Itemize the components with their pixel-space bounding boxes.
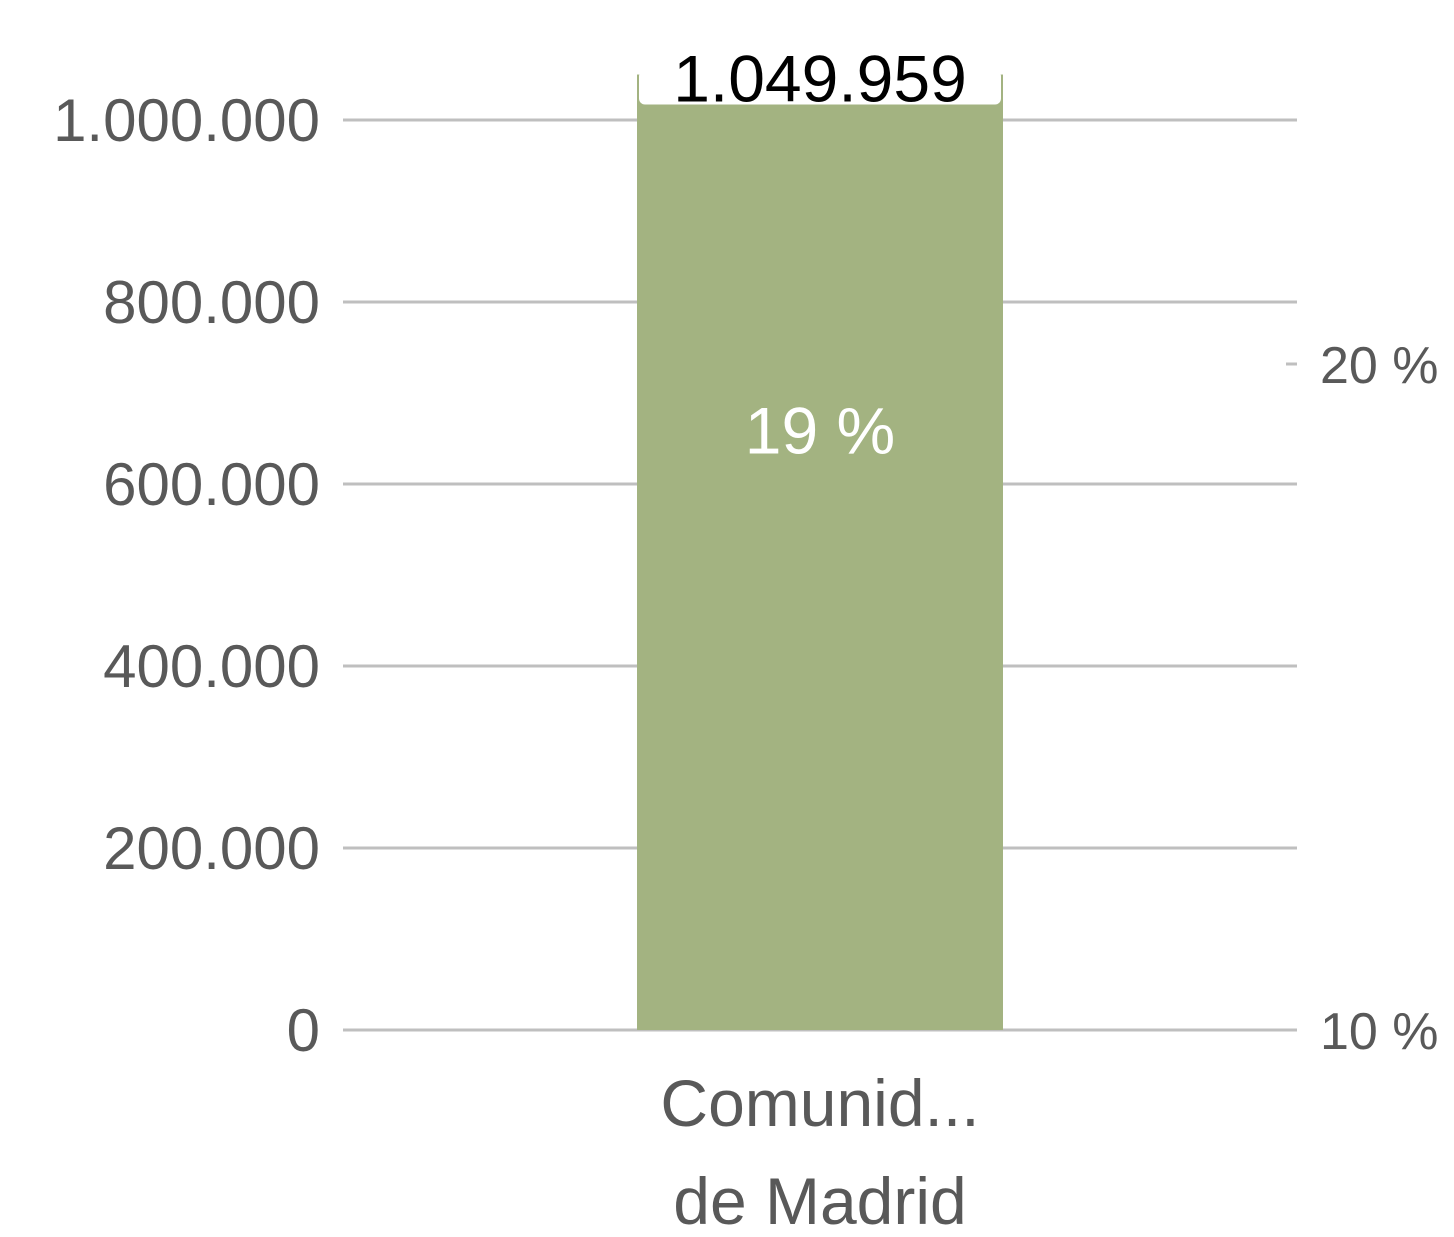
right-axis-ticks: 10 % 20 % xyxy=(1286,337,1439,1061)
y2-tick-label: 10 % xyxy=(1320,1003,1439,1061)
y-tick-label: 1.000.000 xyxy=(53,87,320,154)
category-labels: Comunid... de Madrid xyxy=(660,1066,979,1237)
data-labels: 1.049.959 19 % xyxy=(639,42,1001,468)
bar-total-label: 1.049.959 xyxy=(673,42,967,116)
y-tick-label: 800.000 xyxy=(103,269,320,336)
bars xyxy=(637,74,1003,1031)
y-tick-label: 600.000 xyxy=(103,451,320,518)
category-label-line: de Madrid xyxy=(673,1164,967,1237)
y-tick-label: 400.000 xyxy=(103,633,320,700)
y2-tick-label: 20 % xyxy=(1320,337,1439,395)
bar xyxy=(637,74,1003,1031)
y-tick-label: 0 xyxy=(287,997,320,1064)
left-axis-ticks: 0 200.000 400.000 600.000 800.000 1.000.000 xyxy=(53,87,320,1064)
y-tick-label: 200.000 xyxy=(103,815,320,882)
bar-percent-label: 19 % xyxy=(745,394,895,468)
bar-total-label-background xyxy=(639,70,1001,105)
category-label-line: Comunid... xyxy=(660,1066,979,1140)
